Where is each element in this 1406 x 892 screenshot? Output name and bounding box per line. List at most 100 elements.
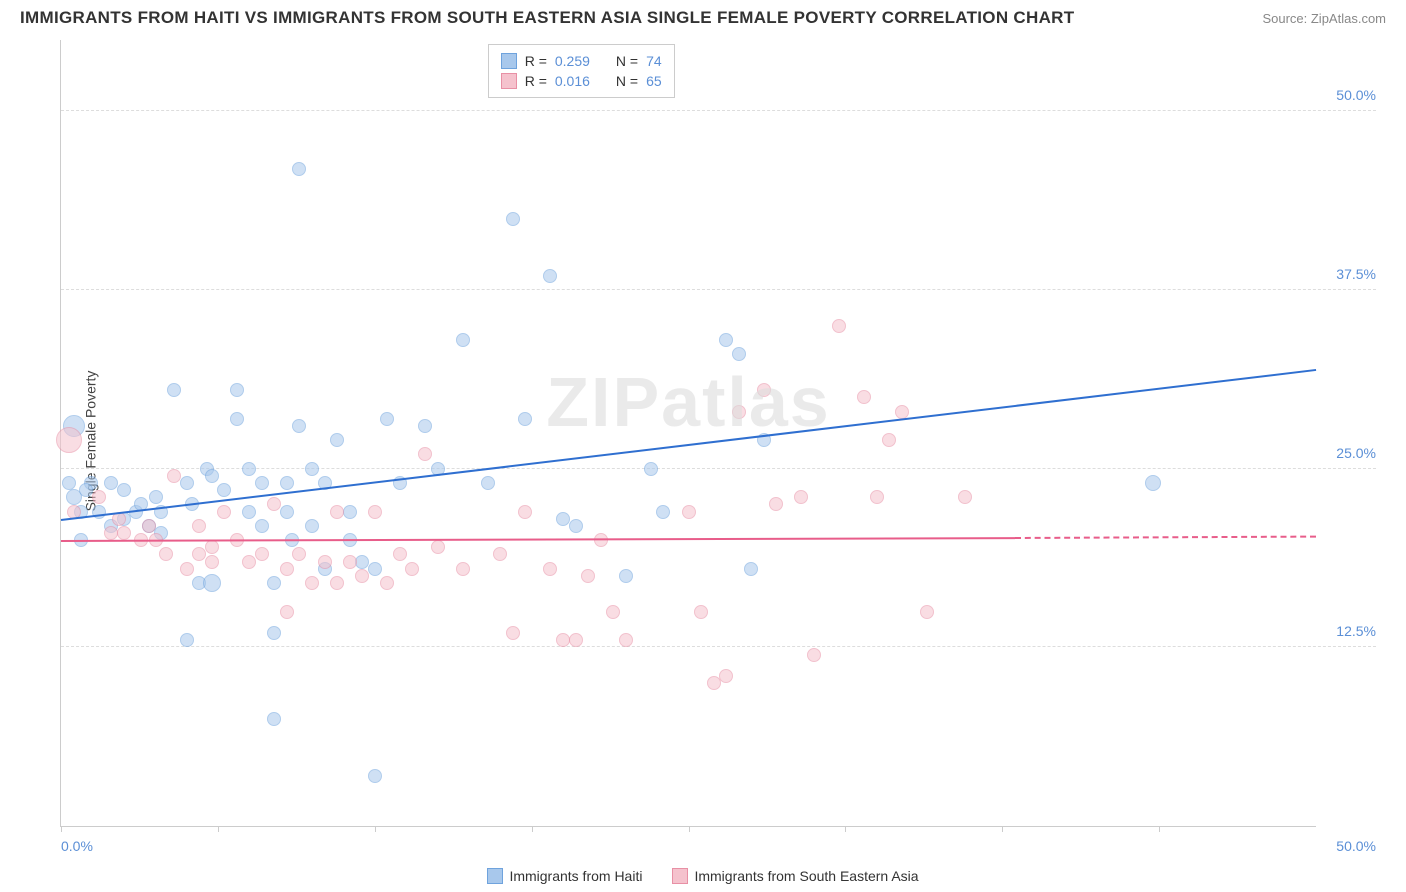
scatter-point (807, 648, 821, 662)
xtick (689, 826, 690, 832)
scatter-point (62, 476, 76, 490)
scatter-point (380, 412, 394, 426)
scatter-point (280, 605, 294, 619)
scatter-point (958, 490, 972, 504)
scatter-point (707, 676, 721, 690)
scatter-point (217, 483, 231, 497)
scatter-point (330, 505, 344, 519)
scatter-point (305, 519, 319, 533)
xaxis-label-min: 0.0% (61, 838, 93, 854)
gridline (61, 289, 1376, 290)
scatter-point (267, 626, 281, 640)
scatter-point (518, 412, 532, 426)
scatter-point (418, 419, 432, 433)
n-value-haiti: 74 (646, 53, 662, 69)
scatter-point (330, 433, 344, 447)
scatter-point (292, 547, 306, 561)
scatter-point (159, 547, 173, 561)
n-label: N = (616, 73, 638, 89)
scatter-point (217, 505, 231, 519)
gridline (61, 646, 1376, 647)
scatter-point (318, 555, 332, 569)
scatter-point (180, 633, 194, 647)
scatter-point (744, 562, 758, 576)
scatter-point (280, 505, 294, 519)
ytick-label: 25.0% (1336, 445, 1376, 461)
scatter-point (569, 519, 583, 533)
bottom-legend-label: Immigrants from Haiti (509, 868, 642, 884)
n-value-seasia: 65 (646, 73, 662, 89)
scatter-point (920, 605, 934, 619)
scatter-point (870, 490, 884, 504)
header: IMMIGRANTS FROM HAITI VS IMMIGRANTS FROM… (0, 0, 1406, 32)
scatter-point (255, 519, 269, 533)
scatter-point (644, 462, 658, 476)
scatter-point (56, 427, 82, 453)
xtick (532, 826, 533, 832)
scatter-point (267, 712, 281, 726)
scatter-point (431, 540, 445, 554)
scatter-point (292, 419, 306, 433)
scatter-point (506, 626, 520, 640)
scatter-point (255, 476, 269, 490)
scatter-point (682, 505, 696, 519)
plot-area: ZIPatlas R = 0.259 N = 74 R = 0.016 N = … (60, 40, 1316, 827)
scatter-point (732, 347, 746, 361)
scatter-point (794, 490, 808, 504)
scatter-point (230, 383, 244, 397)
scatter-point (343, 555, 357, 569)
chart-container: Single Female Poverty ZIPatlas R = 0.259… (50, 40, 1386, 842)
scatter-point (205, 555, 219, 569)
scatter-point (117, 483, 131, 497)
scatter-point (368, 769, 382, 783)
r-label: R = (525, 73, 547, 89)
bottom-legend-haiti: Immigrants from Haiti (487, 868, 642, 884)
scatter-point (203, 574, 221, 592)
scatter-point (732, 405, 746, 419)
trend-line (61, 369, 1316, 521)
scatter-point (405, 562, 419, 576)
legend-row-seasia: R = 0.016 N = 65 (501, 71, 662, 91)
xtick (218, 826, 219, 832)
scatter-point (343, 505, 357, 519)
scatter-point (242, 505, 256, 519)
scatter-point (192, 519, 206, 533)
swatch-haiti (487, 868, 503, 884)
xtick (1159, 826, 1160, 832)
gridline (61, 468, 1376, 469)
scatter-point (267, 576, 281, 590)
n-label: N = (616, 53, 638, 69)
chart-title: IMMIGRANTS FROM HAITI VS IMMIGRANTS FROM… (20, 8, 1074, 28)
ytick-label: 12.5% (1336, 623, 1376, 639)
swatch-haiti (501, 53, 517, 69)
r-value-haiti: 0.259 (555, 53, 590, 69)
scatter-point (305, 462, 319, 476)
scatter-point (230, 412, 244, 426)
scatter-point (456, 562, 470, 576)
scatter-point (506, 212, 520, 226)
scatter-point (305, 576, 319, 590)
bottom-legend: Immigrants from Haiti Immigrants from So… (0, 868, 1406, 884)
r-value-seasia: 0.016 (555, 73, 590, 89)
scatter-point (456, 333, 470, 347)
xtick (845, 826, 846, 832)
xtick (375, 826, 376, 832)
scatter-point (117, 526, 131, 540)
gridline (61, 110, 1376, 111)
legend-row-haiti: R = 0.259 N = 74 (501, 51, 662, 71)
xtick (1002, 826, 1003, 832)
xtick (61, 826, 62, 832)
scatter-point (1145, 475, 1161, 491)
scatter-point (606, 605, 620, 619)
xaxis-label-max: 50.0% (1336, 838, 1376, 854)
scatter-point (769, 497, 783, 511)
ytick-label: 37.5% (1336, 266, 1376, 282)
bottom-legend-seasia: Immigrants from South Eastern Asia (672, 868, 918, 884)
scatter-point (330, 576, 344, 590)
scatter-point (368, 562, 382, 576)
scatter-point (267, 497, 281, 511)
swatch-seasia (501, 73, 517, 89)
scatter-point (895, 405, 909, 419)
scatter-point (280, 476, 294, 490)
scatter-point (418, 447, 432, 461)
